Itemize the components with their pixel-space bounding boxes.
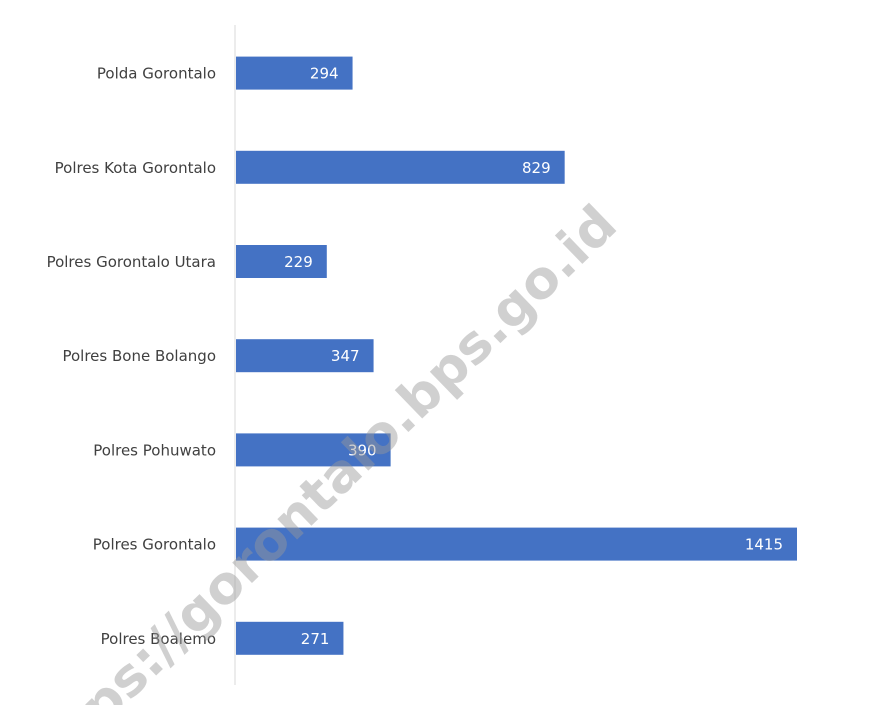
data-label: 229 <box>284 253 313 271</box>
y-tick-label: Polres Kota Gorontalo <box>55 159 216 177</box>
data-label: 390 <box>348 441 377 459</box>
bar <box>236 150 565 184</box>
data-label: 271 <box>301 630 330 648</box>
y-tick-label: Polres Bone Bolango <box>62 347 216 365</box>
data-label: 347 <box>331 347 360 365</box>
bar <box>236 527 797 561</box>
bar <box>236 56 353 90</box>
y-tick-label: Polres Gorontalo Utara <box>47 253 216 271</box>
y-tick-label: Polda Gorontalo <box>97 65 216 83</box>
bar <box>236 621 344 655</box>
y-tick-label: Polres Pohuwato <box>93 441 216 459</box>
y-tick-label: Polres Boalemo <box>101 630 216 648</box>
data-label: 829 <box>522 159 551 177</box>
y-tick-label: Polres Gorontalo <box>93 536 216 554</box>
bar <box>236 433 391 467</box>
data-label: 1415 <box>745 536 783 554</box>
data-label: 294 <box>310 65 339 83</box>
bar <box>236 339 374 373</box>
bar <box>236 245 327 278</box>
